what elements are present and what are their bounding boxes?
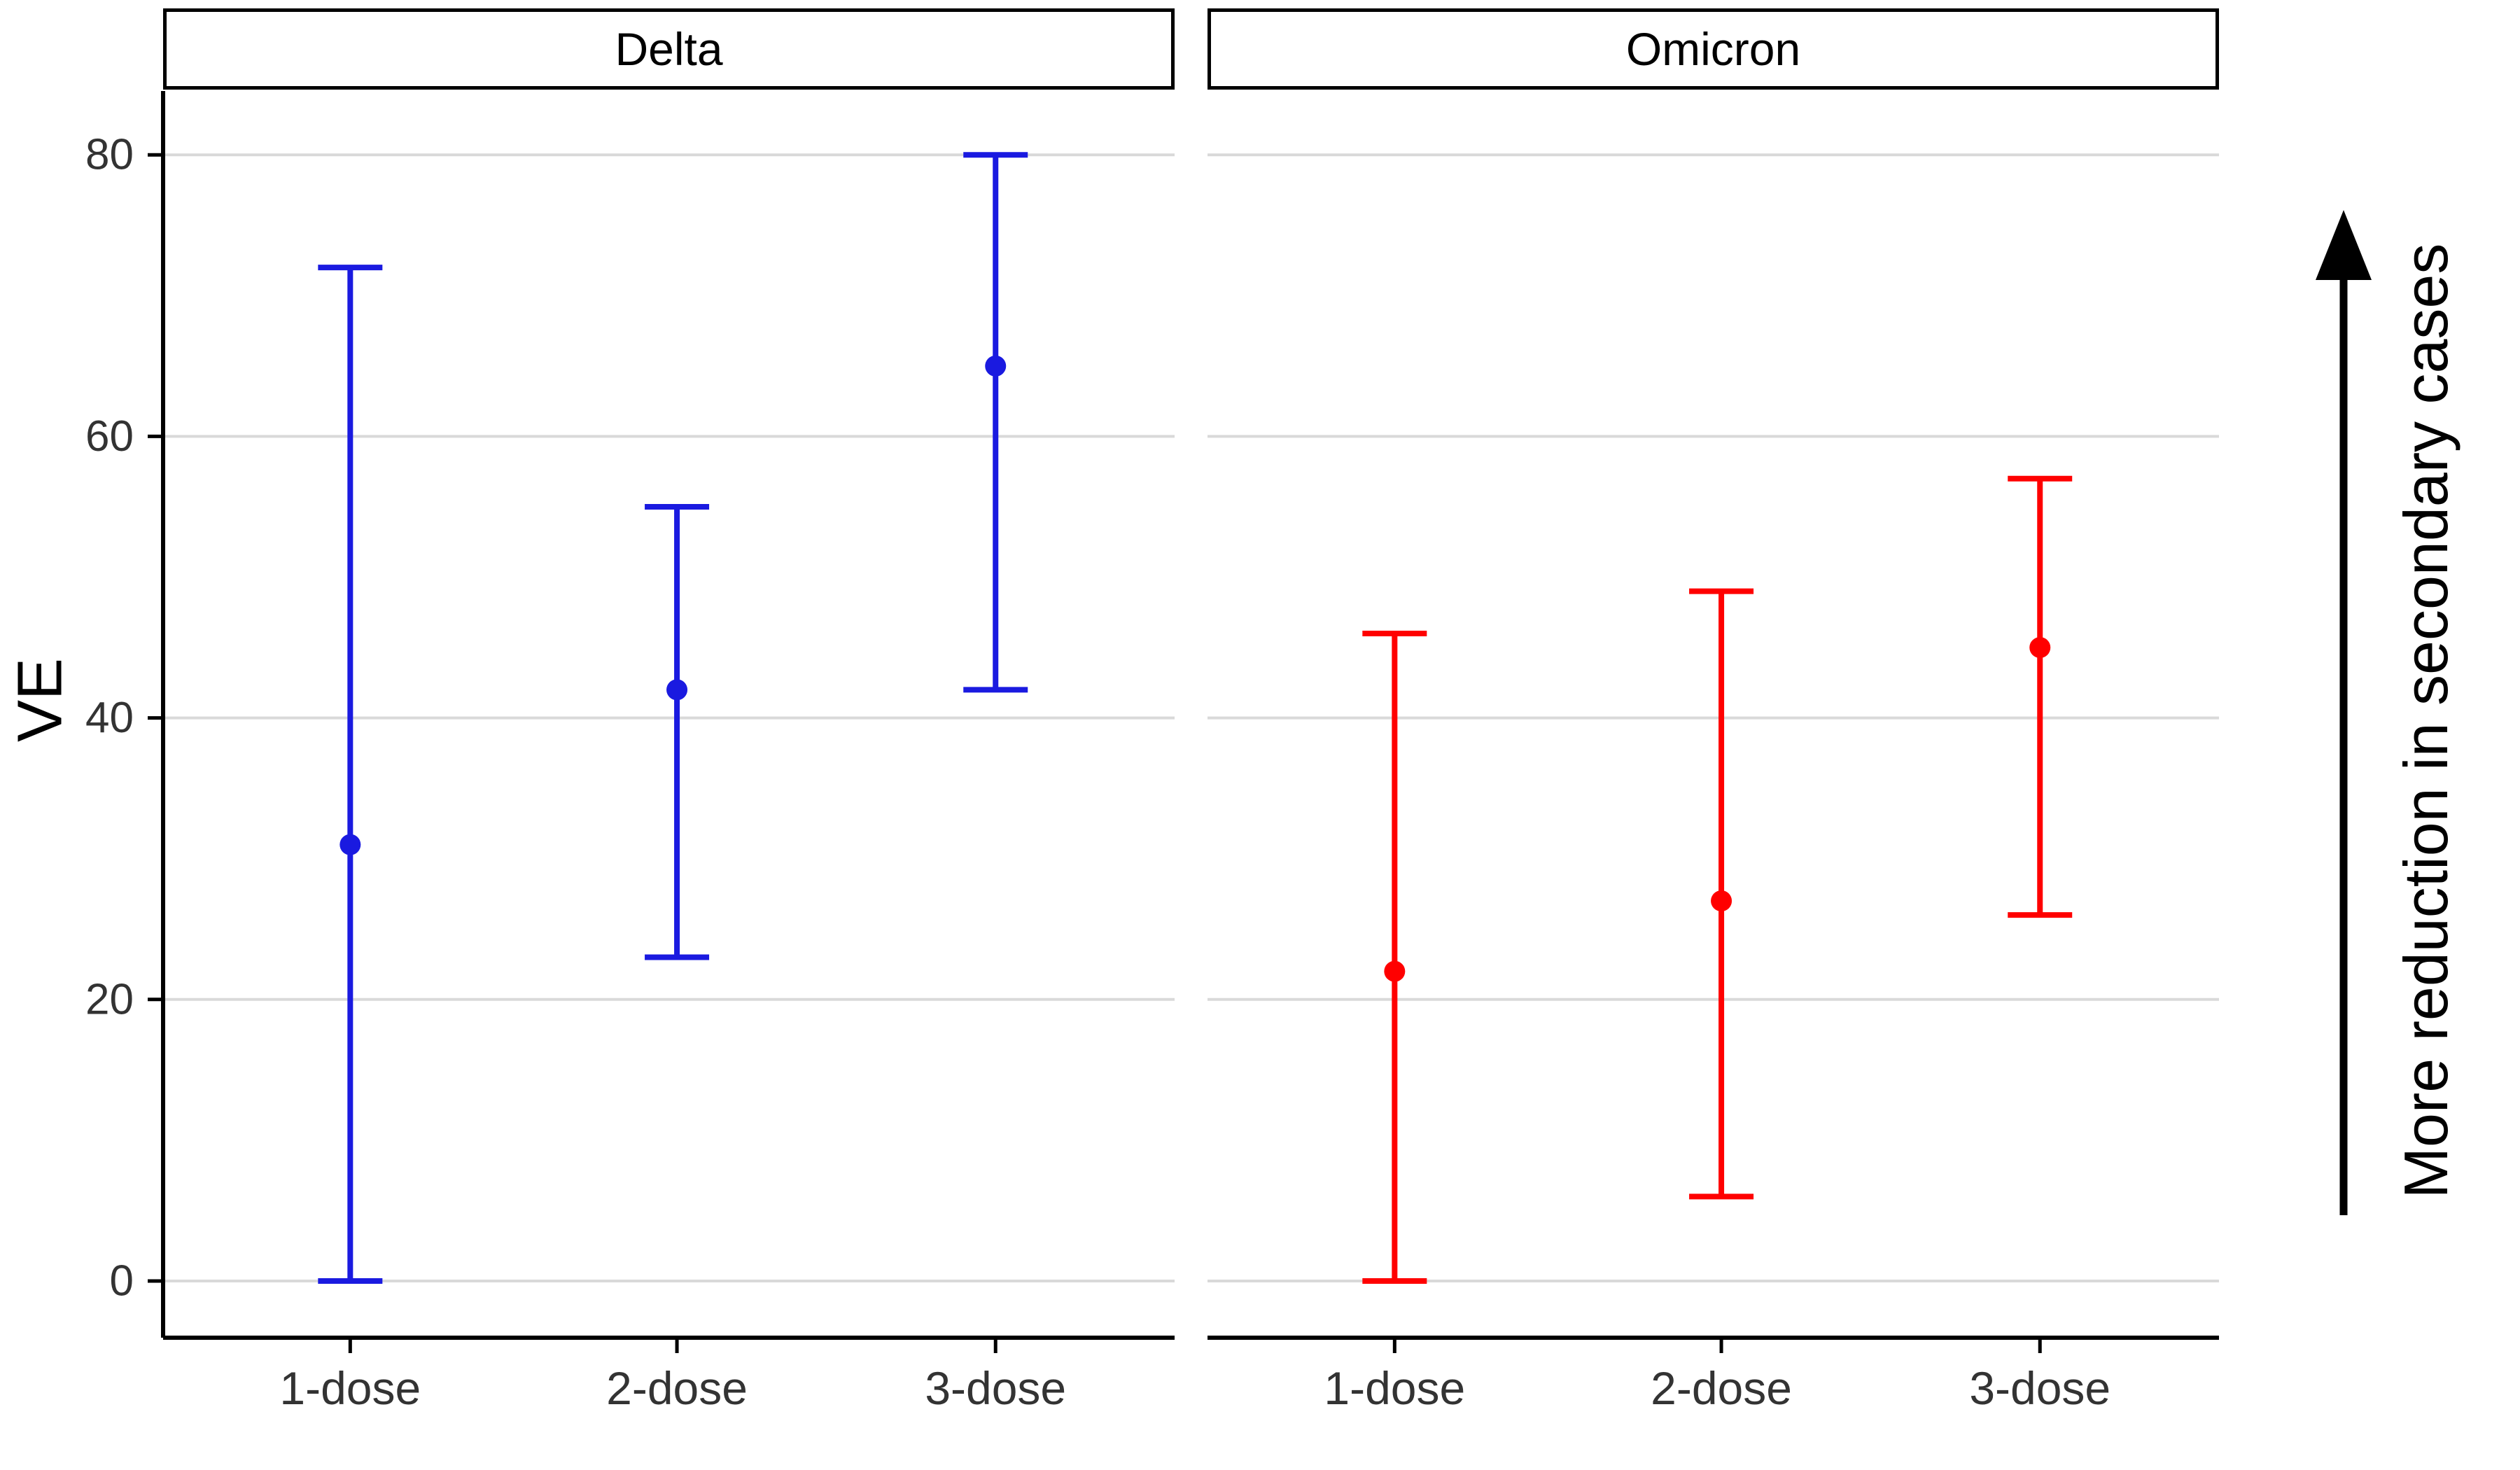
right-annotation-text: More reduction in secondary cases [2391,243,2460,1199]
facet-strip-omicron: Omicron [1208,8,2219,90]
y-axis-title: VE [5,657,76,743]
point-estimate [340,834,361,855]
point-estimate [985,355,1007,377]
y-tick-label: 20 [85,975,134,1023]
y-tick-label: 80 [85,131,134,179]
x-tick-label: 1-dose [279,1362,421,1414]
point-estimate [1384,960,1406,982]
point-estimate [2029,637,2051,659]
up-arrow-icon [2316,210,2372,280]
x-tick-label: 2-dose [606,1362,748,1414]
facet-strip-delta: Delta [163,8,1175,90]
point-estimate [666,679,688,701]
y-tick-label: 0 [110,1257,134,1306]
facet-label-omicron: Omicron [1625,23,1801,75]
x-tick-label: 1-dose [1324,1362,1465,1414]
y-tick-label: 60 [85,412,134,461]
point-estimate [1711,890,1732,912]
y-tick-label: 40 [85,694,134,742]
facet-label-delta: Delta [615,23,723,75]
x-tick-label: 3-dose [1969,1362,2110,1414]
x-tick-label: 2-dose [1651,1362,1792,1414]
x-tick-label: 3-dose [925,1362,1066,1414]
